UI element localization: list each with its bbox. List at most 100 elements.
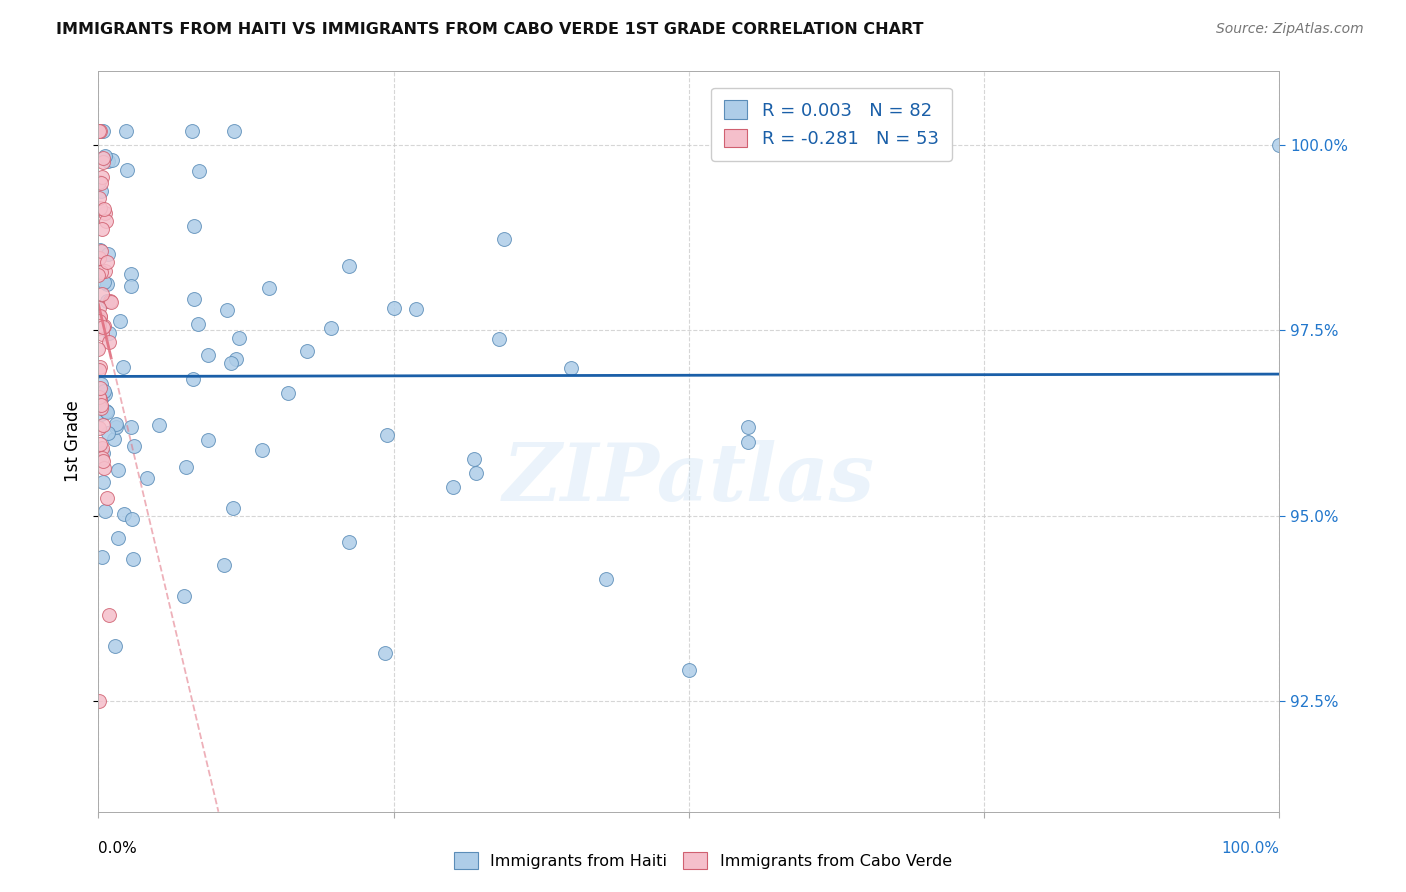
Point [337, 534, 360, 549]
Point [252, 443, 274, 458]
Point [488, 333, 510, 347]
Point [219, 356, 242, 370]
Point [107, 463, 129, 477]
Point [93, 387, 115, 401]
Point [87, 301, 110, 315]
Point [120, 420, 142, 434]
Point [121, 512, 143, 526]
Point [87, 252, 110, 266]
Point [183, 292, 205, 306]
Point [93, 276, 115, 290]
Point [94, 214, 117, 228]
Point [228, 331, 250, 345]
Point [115, 162, 138, 177]
Point [93, 384, 115, 398]
Point [277, 386, 299, 401]
Text: IMMIGRANTS FROM HAITI VS IMMIGRANTS FROM CABO VERDE 1ST GRADE CORRELATION CHART: IMMIGRANTS FROM HAITI VS IMMIGRANTS FROM… [56, 22, 924, 37]
Point [295, 343, 318, 358]
Point [87, 252, 110, 266]
Point [93, 264, 115, 278]
Point [90, 391, 112, 405]
Point [120, 278, 142, 293]
Point [91, 445, 114, 459]
Point [97, 426, 120, 441]
Point [112, 508, 135, 522]
Point [221, 500, 243, 515]
Point [224, 123, 246, 137]
Point [89, 244, 111, 258]
Point [94, 205, 117, 219]
Point [89, 392, 111, 406]
Point [197, 433, 219, 447]
Point [87, 421, 110, 435]
Point [197, 348, 219, 362]
Point [337, 259, 360, 273]
Point [87, 363, 110, 377]
Point [212, 558, 235, 572]
Point [90, 377, 112, 392]
Point [91, 475, 114, 490]
Point [136, 471, 159, 485]
Point [89, 694, 111, 708]
Point [101, 153, 124, 167]
Point [89, 312, 111, 326]
Point [89, 184, 111, 198]
Point [89, 321, 111, 335]
Point [181, 372, 204, 386]
Point [93, 202, 115, 216]
Point [91, 154, 114, 169]
Point [91, 287, 114, 301]
Point [89, 391, 111, 405]
Point [374, 646, 396, 660]
Point [93, 461, 115, 475]
Point [108, 314, 131, 328]
Point [173, 589, 195, 603]
Point [465, 466, 488, 480]
Point [91, 123, 114, 137]
Point [90, 170, 112, 185]
Point [87, 343, 110, 357]
Point [678, 663, 700, 677]
Point [89, 380, 111, 394]
Point [89, 309, 111, 323]
Point [321, 321, 343, 335]
Point [91, 454, 114, 468]
Point [89, 123, 111, 137]
Point [91, 417, 114, 432]
Point [183, 219, 205, 233]
Point [148, 418, 170, 433]
Point [87, 123, 110, 137]
Text: 0.0%: 0.0% [98, 841, 138, 856]
Point [89, 310, 111, 324]
Point [90, 244, 112, 259]
Point [187, 318, 209, 332]
Point [100, 295, 122, 310]
Point [105, 417, 128, 432]
Point [93, 319, 115, 334]
Point [90, 327, 112, 342]
Point [441, 480, 464, 494]
Point [98, 607, 121, 622]
Point [405, 302, 427, 317]
Point [98, 335, 121, 350]
Point [176, 459, 198, 474]
Point [96, 277, 118, 291]
Point [103, 433, 125, 447]
Point [90, 398, 112, 412]
Point [90, 407, 112, 421]
Point [89, 175, 111, 189]
Point [181, 123, 204, 137]
Point [100, 293, 122, 308]
Point [595, 572, 617, 586]
Point [105, 420, 128, 434]
Point [107, 531, 129, 545]
Point [87, 268, 110, 283]
Point [382, 301, 405, 316]
Point [90, 176, 112, 190]
Point [737, 419, 759, 434]
Point [94, 149, 117, 163]
Y-axis label: 1st Grade: 1st Grade [65, 401, 83, 483]
Point [94, 503, 117, 517]
Point [89, 201, 111, 215]
Text: Source: ZipAtlas.com: Source: ZipAtlas.com [1216, 22, 1364, 37]
